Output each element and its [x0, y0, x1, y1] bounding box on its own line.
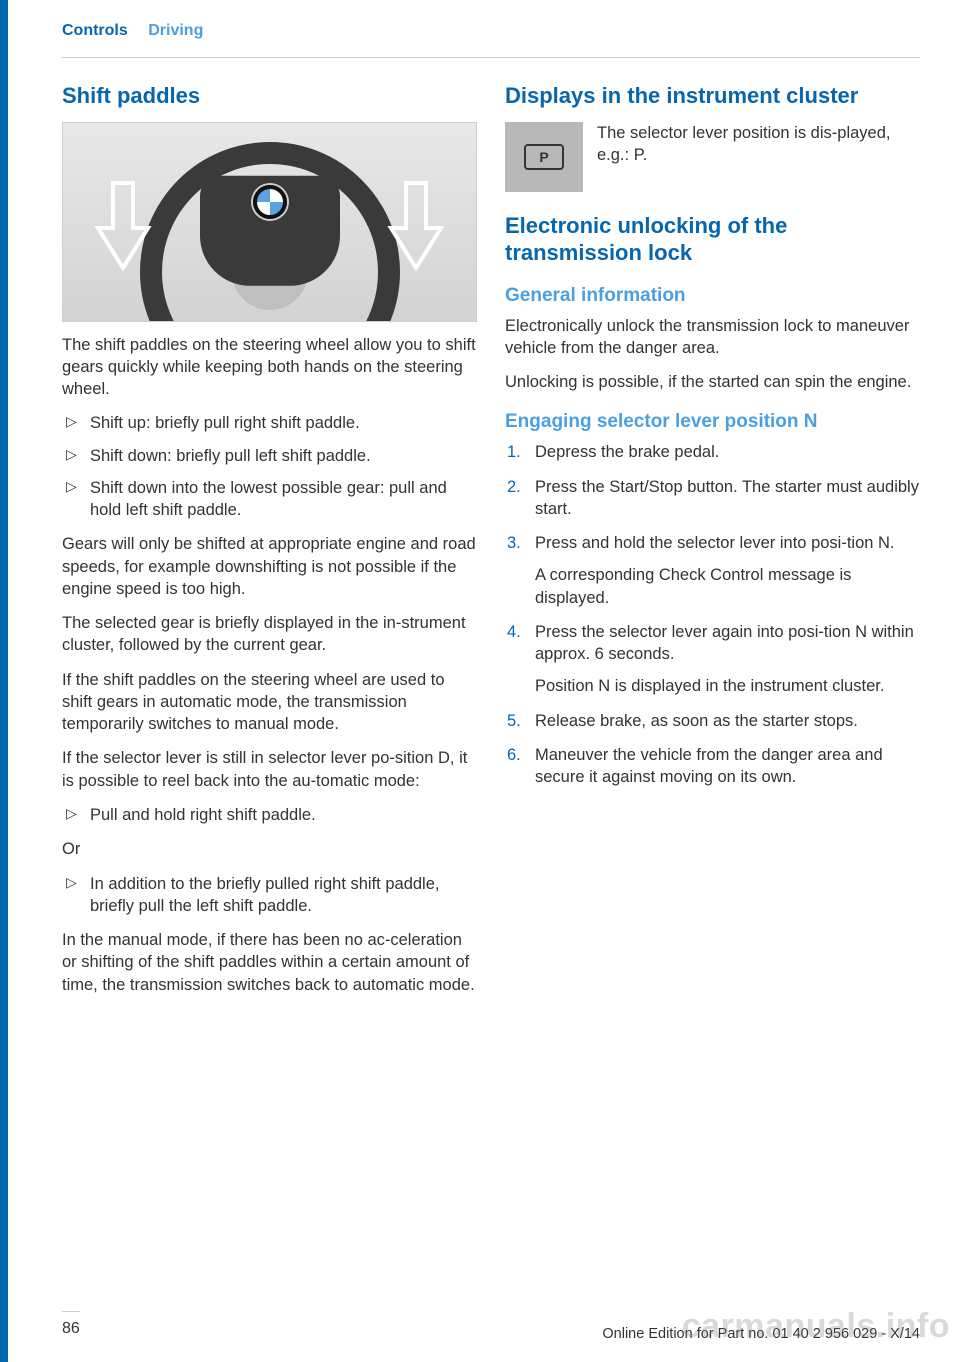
list-item: 4. Press the selector lever again into p… [505, 621, 920, 698]
step-text: Press and hold the selector lever into p… [535, 534, 895, 552]
down-arrow-left-icon [93, 173, 153, 273]
breadcrumb: Controls Driving [62, 22, 920, 40]
bullet-list-reel-back-b: In addition to the briefly pulled right … [62, 873, 477, 918]
subheading-engaging-n: Engaging selector lever position N [505, 411, 920, 433]
step-text: Maneuver the vehicle from the danger are… [535, 746, 883, 786]
down-arrow-right-icon [386, 173, 446, 273]
step-number: 2. [507, 476, 521, 498]
heading-electronic-unlock: Electronic unlocking of the transmission… [505, 212, 920, 267]
list-item: In addition to the briefly pulled right … [62, 873, 477, 918]
list-item: Shift down into the lowest possible gear… [62, 477, 477, 522]
list-item: 1. Depress the brake pedal. [505, 441, 920, 463]
online-edition-text: Online Edition for Part no. 01 40 2 956 … [602, 1326, 920, 1342]
page-edge-accent [0, 0, 8, 1362]
right-column: Displays in the instrument cluster P The… [505, 82, 920, 1272]
selector-position-icon: P [505, 122, 583, 192]
step-subtext: Position N is displayed in the instrumen… [535, 675, 920, 697]
list-item: 3. Press and hold the selector lever int… [505, 532, 920, 609]
footer: 86 Online Edition for Part no. 01 40 2 9… [62, 1311, 920, 1338]
paragraph-if-lever: If the selector lever is still in select… [62, 747, 477, 792]
list-item: 5. Release brake, as soon as the starter… [505, 710, 920, 732]
paragraph-general-2: Unlocking is possible, if the started ca… [505, 371, 920, 393]
paragraph-selected-gear: The selected gear is briefly displayed i… [62, 612, 477, 657]
header-bar: Controls Driving [62, 22, 920, 58]
bullet-list-reel-back-a: Pull and hold right shift paddle. [62, 804, 477, 826]
subheading-general-info: General information [505, 285, 920, 307]
or-text: Or [62, 838, 477, 860]
bullet-list-shift-actions: Shift up: briefly pull right shift paddl… [62, 412, 477, 521]
step-number: 3. [507, 532, 521, 554]
step-number: 1. [507, 441, 521, 463]
step-text: Press the Start/Stop button. The starter… [535, 478, 919, 518]
steering-wheel-image [62, 122, 477, 322]
page-number: 86 [62, 1311, 80, 1338]
p-badge: P [524, 144, 564, 170]
bmw-logo-icon [253, 185, 287, 219]
step-subtext: A corresponding Check Control message is… [535, 564, 920, 609]
breadcrumb-driving: Driving [148, 22, 203, 39]
breadcrumb-controls: Controls [62, 22, 128, 39]
step-text: Release brake, as soon as the starter st… [535, 712, 858, 730]
step-number: 6. [507, 744, 521, 766]
list-item: 2. Press the Start/Stop button. The star… [505, 476, 920, 521]
list-item: 6. Maneuver the vehicle from the danger … [505, 744, 920, 789]
numbered-steps: 1. Depress the brake pedal. 2. Press the… [505, 441, 920, 788]
step-number: 5. [507, 710, 521, 732]
content-two-column: Shift paddles The shift paddles on the s… [62, 82, 920, 1272]
heading-displays: Displays in the instrument cluster [505, 82, 920, 110]
cluster-display-row: P The selector lever position is dis‐pla… [505, 122, 920, 192]
list-item: Pull and hold right shift paddle. [62, 804, 477, 826]
left-column: Shift paddles The shift paddles on the s… [62, 82, 477, 1272]
paragraph-gears: Gears will only be shifted at appropriat… [62, 533, 477, 600]
paragraph-manual-mode: In the manual mode, if there has been no… [62, 929, 477, 996]
paragraph-intro: The shift paddles on the steering wheel … [62, 334, 477, 401]
heading-shift-paddles: Shift paddles [62, 82, 477, 110]
step-text: Press the selector lever again into posi… [535, 623, 914, 663]
step-number: 4. [507, 621, 521, 643]
list-item: Shift down: briefly pull left shift padd… [62, 445, 477, 467]
paragraph-selector-display: The selector lever position is dis‐playe… [597, 122, 920, 192]
paragraph-if-paddles: If the shift paddles on the steering whe… [62, 669, 477, 736]
paragraph-general-1: Electronically unlock the transmission l… [505, 315, 920, 360]
list-item: Shift up: briefly pull right shift paddl… [62, 412, 477, 434]
step-text: Depress the brake pedal. [535, 443, 719, 461]
